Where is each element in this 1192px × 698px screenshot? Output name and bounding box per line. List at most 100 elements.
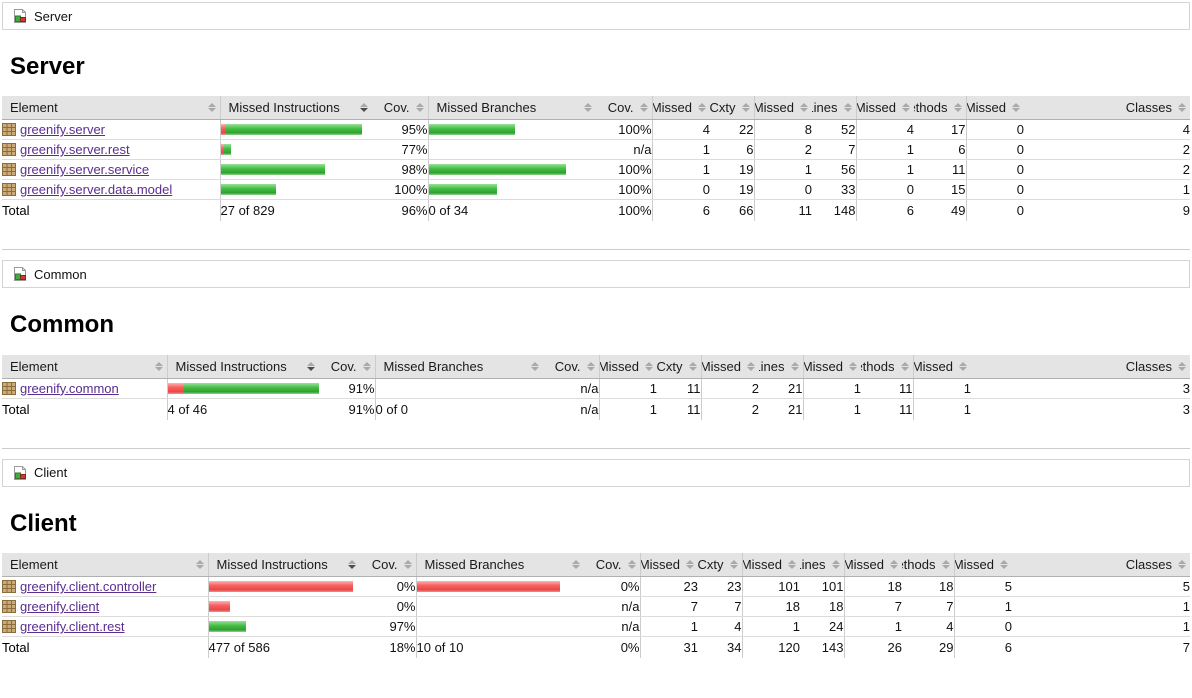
element-cell-content: greenify.server: [2, 122, 220, 137]
column-header-cov[interactable]: Cov.: [319, 354, 375, 379]
package-link[interactable]: greenify.server.rest: [20, 142, 130, 158]
package-link[interactable]: greenify.client.controller: [20, 579, 157, 595]
column-header-methods[interactable]: Methods: [902, 553, 954, 578]
cell-missed_branches: [415, 616, 584, 638]
column-header-content: Missed: [857, 98, 914, 117]
header-row: Element Missed Instructions Cov. Missed Bra…: [2, 354, 1190, 379]
cell-classes: 2: [1024, 139, 1190, 161]
package-link[interactable]: greenify.server: [20, 122, 106, 138]
bar-segment-covered: [209, 621, 246, 633]
column-header-content: Cov.: [319, 357, 375, 376]
column-header-cxty[interactable]: Cxty: [710, 96, 754, 121]
column-header-missed_branches[interactable]: Missed Branches: [374, 354, 543, 379]
column-header-content: Missed: [955, 555, 1012, 574]
coverage-bar-missed_instructions: [221, 124, 372, 136]
column-header-classes[interactable]: Classes: [971, 354, 1190, 379]
package-link[interactable]: greenify.server.service: [20, 162, 150, 178]
cell-total-missed_classes: 0: [965, 199, 1024, 222]
cell-instr_cov: 98%: [372, 159, 428, 181]
cell-total-missed_instructions: 27 of 829: [219, 199, 372, 222]
cell-instr_cov: 95%: [372, 119, 428, 141]
column-header-methods[interactable]: Methods: [861, 354, 913, 379]
column-header-cxty[interactable]: Cxty: [657, 354, 701, 379]
column-header-lines[interactable]: Lines: [800, 553, 844, 578]
cell-total-methods: 29: [902, 636, 954, 659]
cell-missed_cxty: 23: [639, 576, 698, 598]
column-header-content: Missed Instructions: [168, 357, 319, 376]
column-header-missed3[interactable]: Missed: [802, 354, 861, 379]
bar-segment-missed: [168, 382, 184, 394]
bar-segment-covered: [224, 124, 362, 136]
column-header-label: Lines: [812, 100, 838, 116]
cell-missed_instructions: [219, 159, 372, 181]
column-header-missed3[interactable]: Missed: [843, 553, 902, 578]
sort-icon: [826, 560, 840, 570]
column-header-element[interactable]: Element: [2, 96, 220, 121]
sort-icon: [785, 361, 799, 371]
cell-methods: 7: [902, 596, 954, 618]
column-header-missed2[interactable]: Missed: [753, 96, 812, 121]
cell-cxty: 7: [698, 596, 742, 618]
column-header-content: Missed Branches: [376, 357, 543, 376]
cell-element: greenify.server.rest: [2, 139, 220, 161]
cell-lines: 56: [812, 159, 856, 181]
column-header-label: Lines: [759, 358, 785, 374]
column-header-element[interactable]: Element: [2, 553, 208, 578]
sort-icon: [581, 361, 595, 371]
cell-total-missed_classes: 6: [953, 636, 1012, 659]
cell-total-cxty: 66: [710, 199, 754, 222]
sort-icon: [622, 560, 636, 570]
cell-total-cxty: 11: [657, 397, 701, 420]
sort-icon: [994, 560, 1008, 570]
column-header-cov2[interactable]: Cov.: [543, 354, 599, 379]
column-header-element[interactable]: Element: [2, 354, 167, 379]
column-header-cov[interactable]: Cov.: [360, 553, 416, 578]
column-header-missed4[interactable]: Missed: [912, 354, 971, 379]
column-header-missed3[interactable]: Missed: [855, 96, 914, 121]
package-link[interactable]: greenify.client: [20, 599, 100, 615]
column-header-missed[interactable]: Missed: [651, 96, 710, 121]
column-header-missed4[interactable]: Missed: [965, 96, 1024, 121]
column-header-missed2[interactable]: Missed: [700, 354, 759, 379]
column-header-missed[interactable]: Missed: [639, 553, 698, 578]
bar-segment-covered: [221, 184, 276, 196]
column-header-cxty[interactable]: Cxty: [698, 553, 742, 578]
cell-lines: 7: [812, 139, 856, 161]
coverage-bar-missed_branches: [417, 621, 584, 632]
column-header-lines[interactable]: Lines: [812, 96, 856, 121]
column-header-content: Methods: [902, 555, 954, 574]
total-row: Total 4 of 46 91% 0 of 0 n/a 1 11 2 21 1 11 1 3: [2, 397, 1190, 420]
column-header-missed_instructions[interactable]: Missed Instructions: [207, 553, 360, 578]
element-cell-content: greenify.server.service: [2, 162, 220, 177]
column-header-cov[interactable]: Cov.: [372, 96, 428, 121]
cell-missed_methods: 18: [843, 576, 902, 598]
package-link[interactable]: greenify.common: [20, 380, 119, 396]
column-header-methods[interactable]: Methods: [914, 96, 966, 121]
package-link[interactable]: greenify.client.rest: [20, 619, 125, 635]
column-header-lines[interactable]: Lines: [759, 354, 803, 379]
cell-methods: 6: [914, 139, 966, 161]
column-header-label: Missed Instructions: [228, 100, 340, 116]
cell-missed_classes: 5: [953, 576, 1012, 598]
column-header-cov2[interactable]: Cov.: [584, 553, 640, 578]
column-header-cov2[interactable]: Cov.: [596, 96, 652, 121]
sort-icon: [634, 103, 648, 113]
column-header-missed4[interactable]: Missed: [953, 553, 1012, 578]
column-header-content: Methods: [914, 98, 966, 117]
cell-missed_cxty: 1: [651, 139, 710, 161]
column-header-label: Element: [10, 557, 58, 573]
coverage-bar-missed_instructions: [221, 164, 372, 176]
cell-total-methods: 11: [861, 397, 913, 420]
section-title: Client: [10, 509, 77, 537]
column-header-missed_branches[interactable]: Missed Branches: [415, 553, 584, 578]
sort-icon: [692, 103, 706, 113]
column-header-missed_branches[interactable]: Missed Branches: [427, 96, 596, 121]
sort-icon: [838, 103, 852, 113]
column-header-classes[interactable]: Classes: [1012, 553, 1190, 578]
column-header-missed_instructions[interactable]: Missed Instructions: [219, 96, 372, 121]
column-header-missed_instructions[interactable]: Missed Instructions: [166, 354, 319, 379]
column-header-classes[interactable]: Classes: [1024, 96, 1190, 121]
column-header-missed[interactable]: Missed: [598, 354, 657, 379]
column-header-missed2[interactable]: Missed: [741, 553, 800, 578]
package-link[interactable]: greenify.server.data.model: [20, 182, 173, 198]
